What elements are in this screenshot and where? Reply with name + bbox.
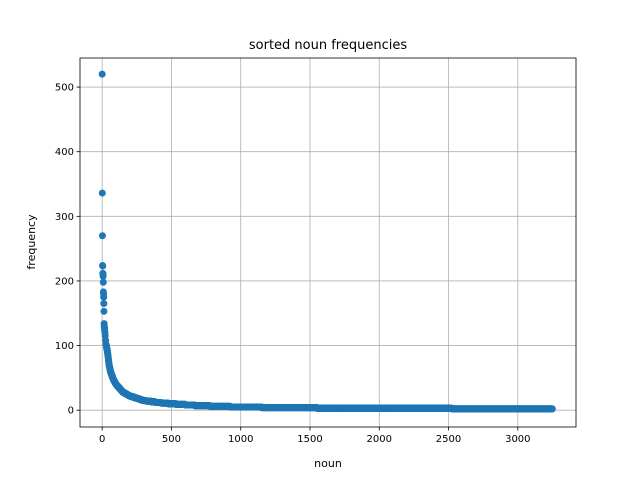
x-tick-label: 1000 — [228, 434, 253, 445]
data-point — [548, 405, 556, 413]
y-tick-label: 100 — [55, 341, 74, 352]
x-tick-label: 0 — [99, 434, 105, 445]
y-tick-label: 300 — [55, 212, 74, 223]
data-point — [99, 272, 107, 280]
grid — [80, 58, 576, 427]
data-point — [99, 278, 107, 286]
data-point — [98, 189, 106, 197]
y-axis-ticks: 0 100 200 300 400 500 — [55, 83, 80, 417]
x-tick-label: 2000 — [367, 434, 392, 445]
data-point — [100, 293, 108, 301]
x-axis-ticks: 0 500 1000 1500 2000 2500 3000 — [99, 427, 531, 445]
data-point — [99, 262, 107, 270]
y-tick-label: 400 — [55, 147, 74, 158]
x-tick-label: 500 — [162, 434, 181, 445]
data-point — [100, 300, 108, 308]
x-tick-label: 3000 — [505, 434, 530, 445]
data-point — [98, 232, 106, 240]
chart-title: sorted noun frequencies — [249, 38, 407, 53]
plot-frame — [79, 57, 577, 428]
data-point — [100, 307, 108, 315]
y-tick-label: 500 — [55, 83, 74, 94]
x-tick-label: 1500 — [297, 434, 322, 445]
data-points — [98, 70, 556, 413]
x-axis-label: noun — [314, 457, 342, 470]
y-tick-label: 0 — [68, 406, 74, 417]
y-axis-label: frequency — [25, 214, 38, 270]
y-tick-label: 200 — [55, 276, 74, 287]
data-point — [98, 70, 106, 78]
x-tick-label: 2500 — [436, 434, 461, 445]
